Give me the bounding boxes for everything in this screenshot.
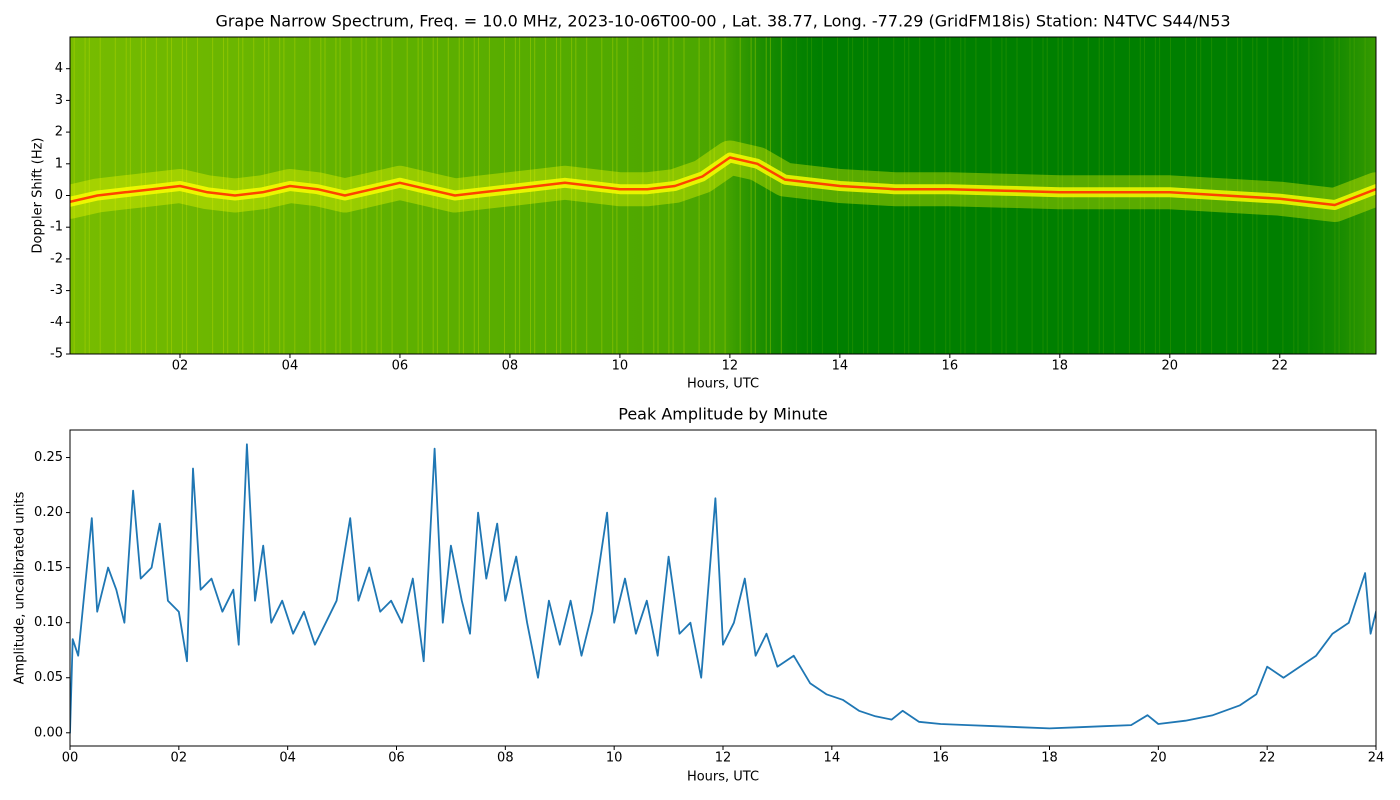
y-tick-label: -5: [50, 347, 63, 362]
amplitude-line: [70, 443, 1376, 734]
plot-area: [70, 37, 1376, 354]
x-tick-label: 16: [932, 751, 949, 766]
x-tick-label: 02: [171, 751, 188, 766]
y-tick-label: -2: [50, 251, 63, 266]
y-tick-label: 0.25: [34, 450, 63, 465]
x-tick-label: 22: [1259, 751, 1276, 766]
y-tick-label: 0.10: [34, 615, 63, 630]
trace: [70, 156, 1376, 207]
chart-title: Peak Amplitude by Minute: [618, 405, 828, 424]
chart-title: Grape Narrow Spectrum, Freq. = 10.0 MHz,…: [215, 12, 1230, 31]
y-tick-label: 3: [55, 93, 63, 108]
x-axis-label: Hours, UTC: [687, 770, 759, 785]
y-tick-label: -1: [50, 220, 63, 235]
y-tick-label: 0.20: [34, 505, 63, 520]
y-axis-label: Doppler Shift (Hz): [31, 138, 46, 254]
x-tick-label: 18: [1052, 359, 1069, 374]
y-tick-label: 0.15: [34, 560, 63, 575]
x-tick-label: 12: [722, 359, 739, 374]
x-tick-label: 14: [824, 751, 841, 766]
y-tick-label: 0.05: [34, 670, 63, 685]
y-tick-label: 0.00: [34, 725, 63, 740]
x-tick-label: 14: [832, 359, 849, 374]
y-tick-label: -3: [50, 283, 63, 298]
x-tick-label: 22: [1271, 359, 1288, 374]
y-axis-label: Amplitude, uncalibrated units: [13, 491, 28, 684]
plot-area: [70, 443, 1376, 734]
y-tick-label: 2: [55, 125, 63, 140]
x-tick-label: 10: [606, 751, 623, 766]
x-tick-label: 08: [497, 751, 514, 766]
x-tick-label: 12: [715, 751, 732, 766]
x-axis-label: Hours, UTC: [687, 377, 759, 392]
y-tick-label: 0: [55, 188, 63, 203]
x-tick-label: 24: [1368, 751, 1385, 766]
x-tick-label: 08: [502, 359, 519, 374]
x-tick-label: 16: [942, 359, 959, 374]
y-tick-label: 1: [55, 156, 63, 171]
plot-frame: [69, 429, 1377, 747]
y-tick-label: 4: [55, 61, 63, 76]
x-tick-label: 10: [612, 359, 629, 374]
x-tick-label: 06: [392, 359, 409, 374]
x-tick-label: 04: [282, 359, 299, 374]
x-tick-label: 18: [1041, 751, 1058, 766]
x-tick-label: 00: [62, 751, 79, 766]
x-tick-label: 02: [172, 359, 189, 374]
y-tick-label: -4: [50, 315, 63, 330]
x-tick-label: 06: [388, 751, 405, 766]
x-tick-label: 04: [279, 751, 296, 766]
x-tick-label: 20: [1150, 751, 1167, 766]
x-tick-label: 20: [1162, 359, 1179, 374]
